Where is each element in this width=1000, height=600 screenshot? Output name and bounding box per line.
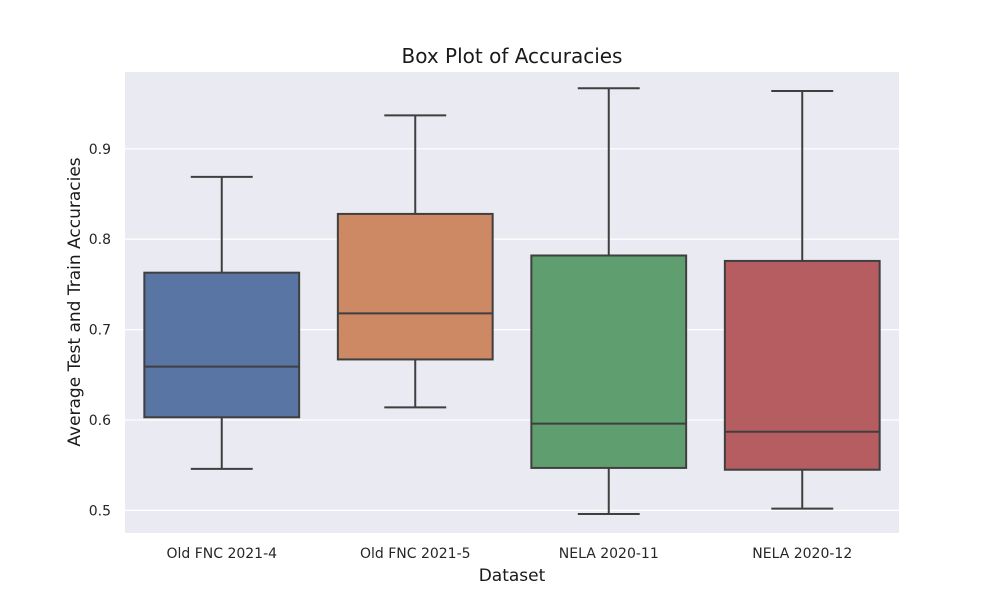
y-tick-label: 0.5 [89,503,111,519]
x-tick-label: NELA 2020-11 [559,546,659,562]
y-axis-ticks: 0.5 0.6 0.7 0.8 0.9 [89,142,111,520]
iqr-box [143,271,301,419]
y-tick-label: 0.8 [89,232,111,248]
y-tick-label: 0.9 [89,142,111,158]
x-axis-ticks: Old FNC 2021-4 Old FNC 2021-5 NELA 2020-11… [166,546,852,562]
x-tick-label: Old FNC 2021-5 [360,546,471,562]
y-tick-label: 0.6 [89,413,111,429]
box-group [723,89,881,510]
iqr-box [723,259,881,471]
x-tick-label: NELA 2020-12 [752,546,852,562]
chart-title: Box Plot of Accuracies [402,44,623,68]
y-axis-label: Average Test and Train Accuracies [65,157,85,446]
x-tick-label: Old FNC 2021-4 [166,546,277,562]
x-axis-label: Dataset [479,566,546,586]
box-group [143,175,301,470]
boxes [143,87,881,516]
box-group [530,87,688,516]
y-tick-label: 0.7 [89,323,111,339]
iqr-box [336,212,494,361]
iqr-box [530,254,688,469]
box-group [336,114,494,409]
